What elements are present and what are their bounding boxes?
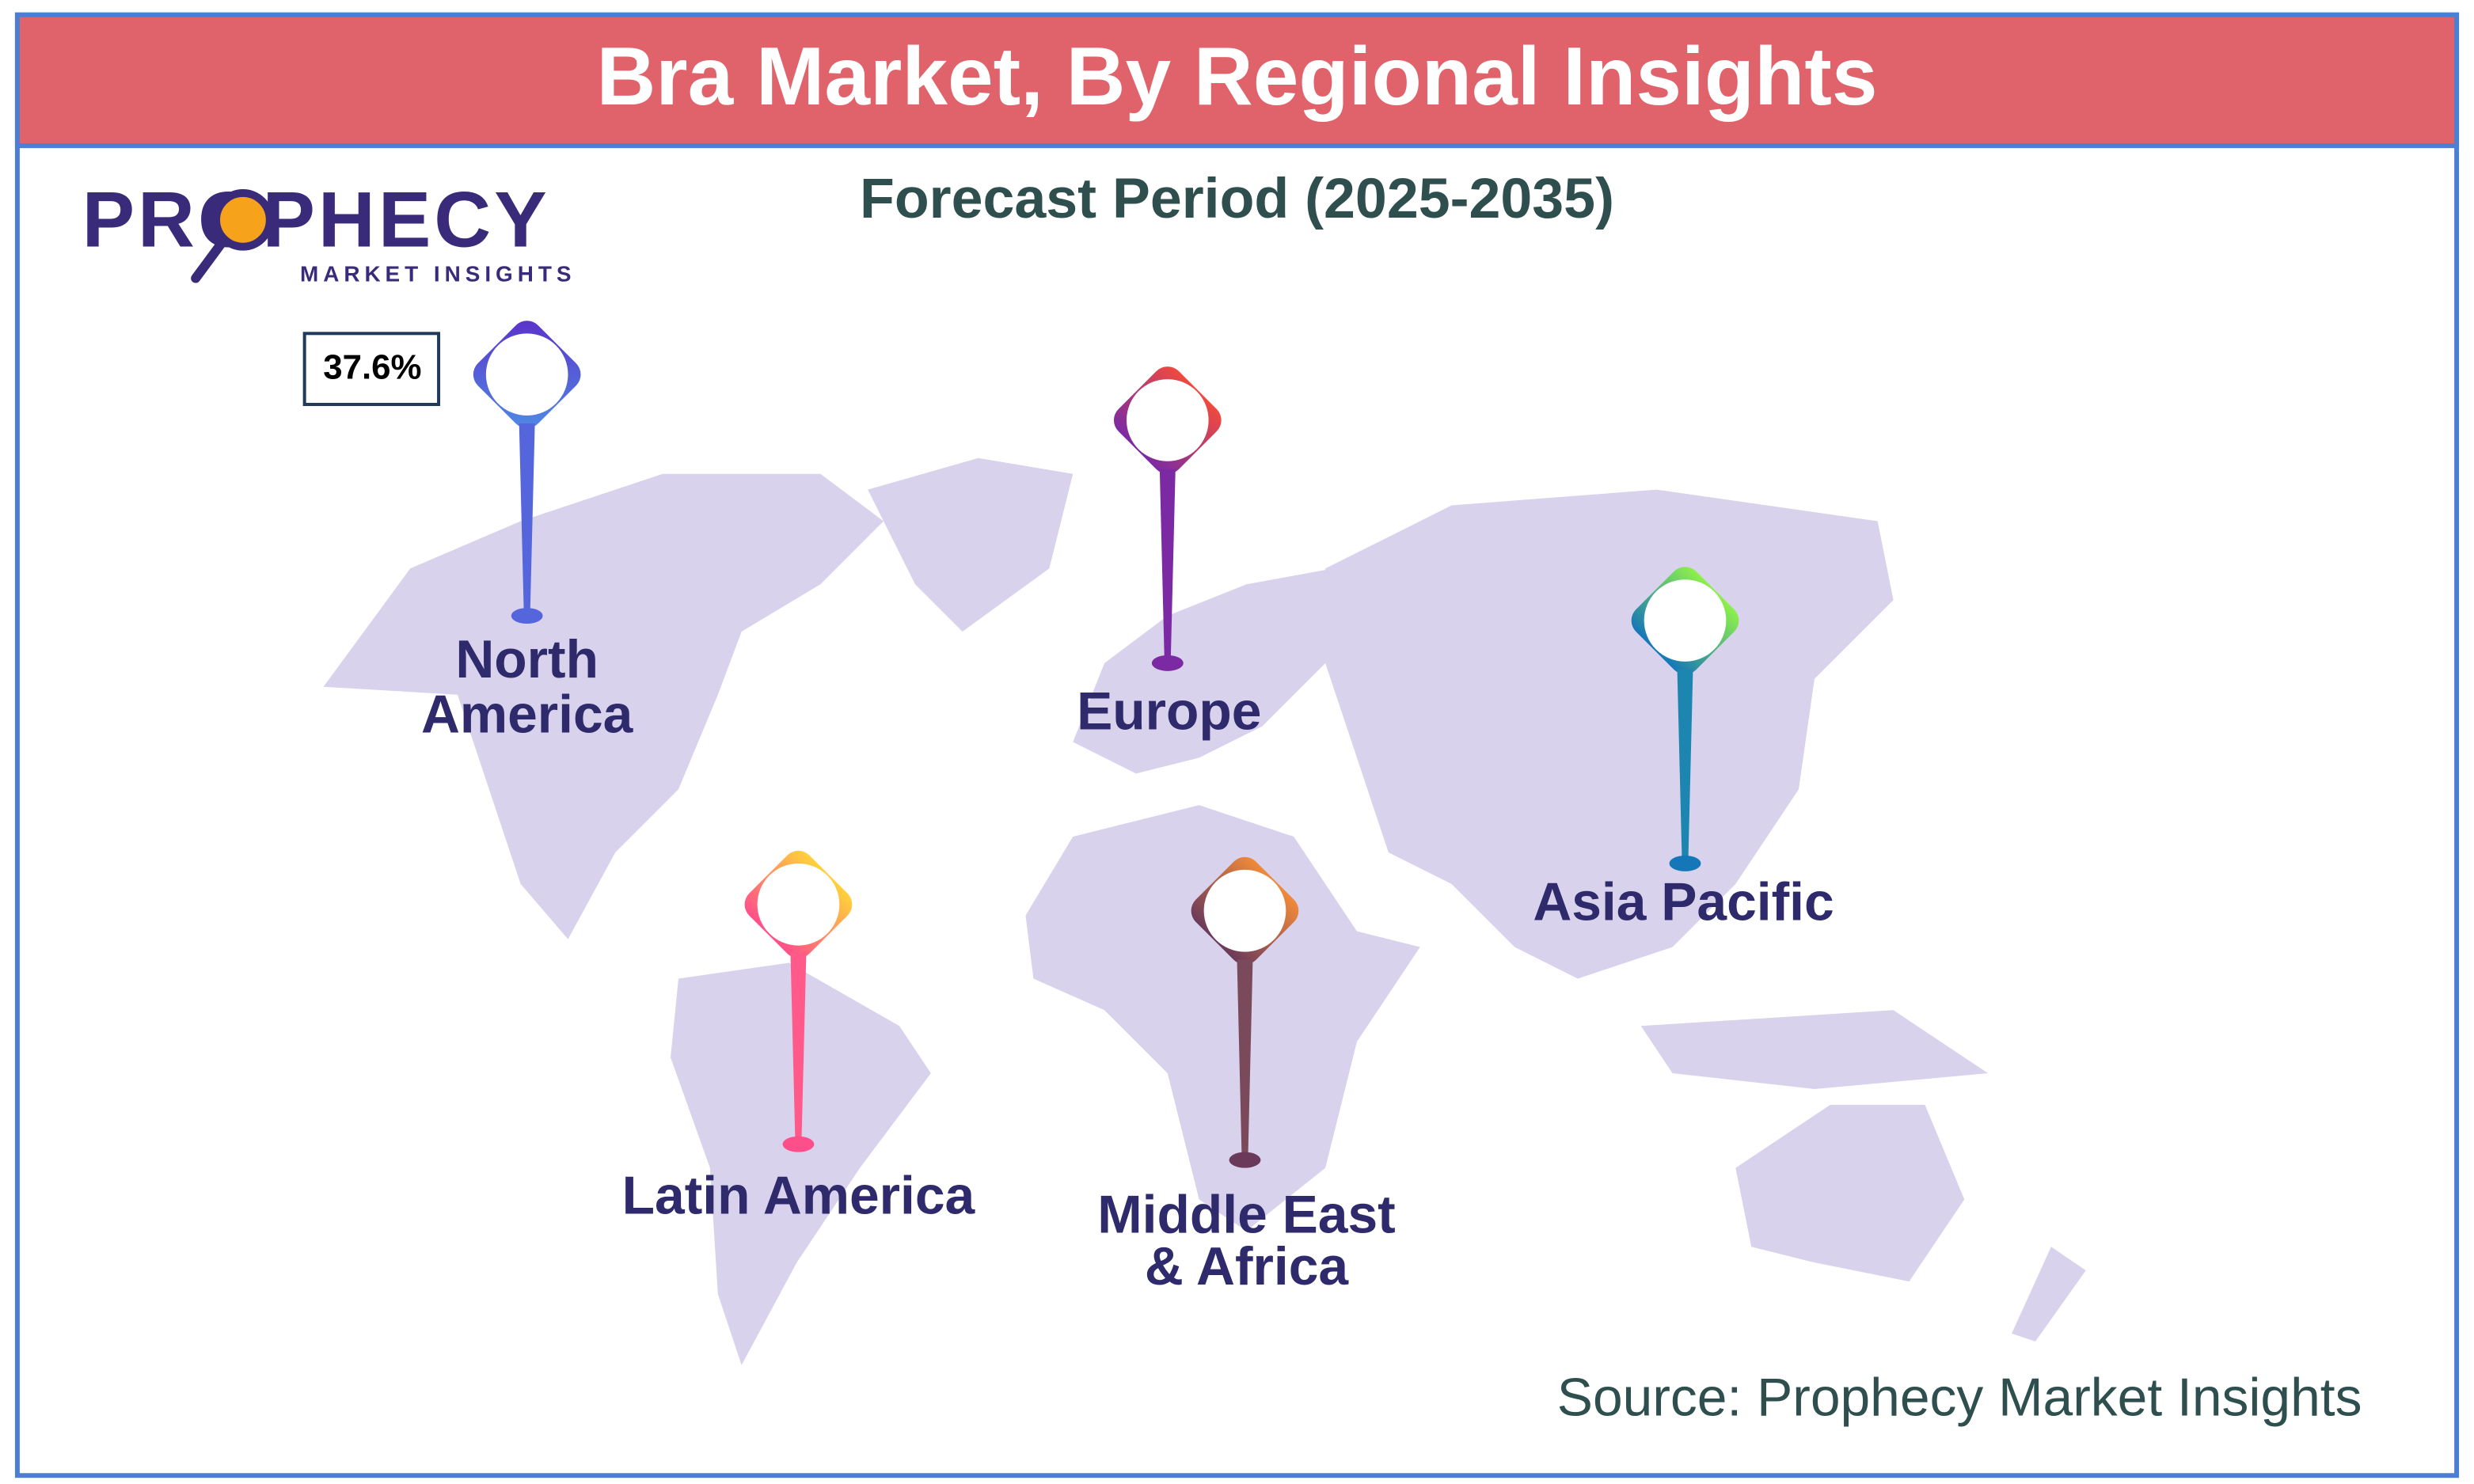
pin-base — [511, 608, 543, 624]
title: Bra Market, By Regional Insights — [596, 30, 1877, 122]
continent — [1025, 805, 1420, 1232]
pin — [473, 321, 581, 624]
continent — [868, 457, 1074, 632]
pin-base — [1669, 855, 1701, 871]
logo-handle — [191, 237, 227, 283]
continent — [1735, 1104, 1965, 1282]
pin — [1631, 567, 1739, 871]
pin-stem — [1677, 669, 1693, 860]
pin-stem — [519, 423, 535, 613]
share-label: 37.6% — [323, 348, 421, 387]
logo: PROPHECY MARKET INSIGHTS — [82, 176, 576, 287]
region-label: America — [421, 685, 634, 745]
region-label: Latin America — [622, 1166, 976, 1225]
pins — [473, 321, 1739, 1168]
region-label: Middle East — [1097, 1185, 1395, 1244]
subtitle: Forecast Period (2025-2035) — [860, 167, 1614, 230]
logo-lens — [212, 188, 274, 251]
world-map — [323, 457, 2086, 1365]
pin-hole — [757, 863, 840, 946]
region-labels: North America Europe Asia Pacific Latin … — [421, 630, 1834, 1296]
share-box-border — [302, 332, 441, 406]
share-box: 37.6% — [302, 332, 441, 406]
pin — [1191, 856, 1299, 1168]
continent — [1325, 489, 1894, 979]
frame — [14, 12, 2460, 1478]
continent — [2012, 1247, 2086, 1342]
source: Source: Prophecy Market Insights — [1557, 1368, 2362, 1427]
pin-base — [1229, 1152, 1261, 1168]
pin-hole — [1203, 869, 1286, 952]
region-label: Europe — [1077, 682, 1261, 742]
continent — [1640, 1010, 1989, 1089]
pin-stem — [790, 953, 807, 1141]
region-label: North — [455, 630, 599, 689]
pin-stem — [1159, 469, 1176, 660]
continent — [323, 473, 884, 939]
continent — [1073, 568, 1334, 774]
pin-hole — [485, 333, 568, 416]
logo-name: PROPHECY — [82, 176, 550, 264]
pin-base — [1151, 655, 1184, 671]
pin-stem — [1237, 959, 1253, 1157]
header-bar — [14, 12, 2460, 149]
continent — [671, 962, 931, 1365]
pin-base — [782, 1136, 815, 1152]
logo-tagline: MARKET INSIGHTS — [300, 262, 576, 287]
region-label: Asia Pacific — [1533, 873, 1834, 932]
pin-hole — [1644, 579, 1727, 662]
pin-hole — [1126, 379, 1209, 461]
pin — [744, 850, 853, 1152]
pin — [1113, 366, 1222, 671]
region-label: & Africa — [1145, 1237, 1350, 1296]
